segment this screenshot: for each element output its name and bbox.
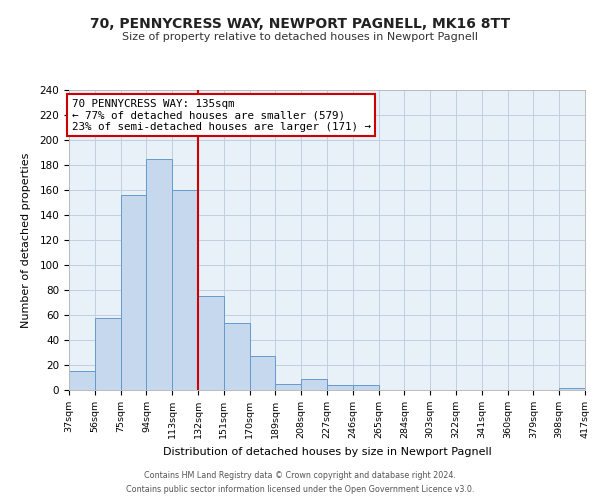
Bar: [146, 159, 172, 390]
Bar: [275, 384, 301, 390]
X-axis label: Distribution of detached houses by size in Newport Pagnell: Distribution of detached houses by size …: [163, 446, 491, 456]
Bar: [69, 371, 95, 390]
Bar: [353, 385, 379, 390]
Text: 70 PENNYCRESS WAY: 135sqm
← 77% of detached houses are smaller (579)
23% of semi: 70 PENNYCRESS WAY: 135sqm ← 77% of detac…: [72, 99, 371, 132]
Bar: [250, 356, 275, 390]
Bar: [224, 322, 250, 390]
Bar: [121, 195, 146, 390]
Bar: [301, 379, 327, 390]
Bar: [198, 296, 224, 390]
Text: Contains HM Land Registry data © Crown copyright and database right 2024.: Contains HM Land Registry data © Crown c…: [144, 472, 456, 480]
Bar: [95, 318, 121, 390]
Bar: [172, 190, 198, 390]
Y-axis label: Number of detached properties: Number of detached properties: [21, 152, 31, 328]
Text: Size of property relative to detached houses in Newport Pagnell: Size of property relative to detached ho…: [122, 32, 478, 42]
Text: 70, PENNYCRESS WAY, NEWPORT PAGNELL, MK16 8TT: 70, PENNYCRESS WAY, NEWPORT PAGNELL, MK1…: [90, 18, 510, 32]
Bar: [559, 388, 585, 390]
Bar: [327, 385, 353, 390]
Text: Contains public sector information licensed under the Open Government Licence v3: Contains public sector information licen…: [126, 484, 474, 494]
